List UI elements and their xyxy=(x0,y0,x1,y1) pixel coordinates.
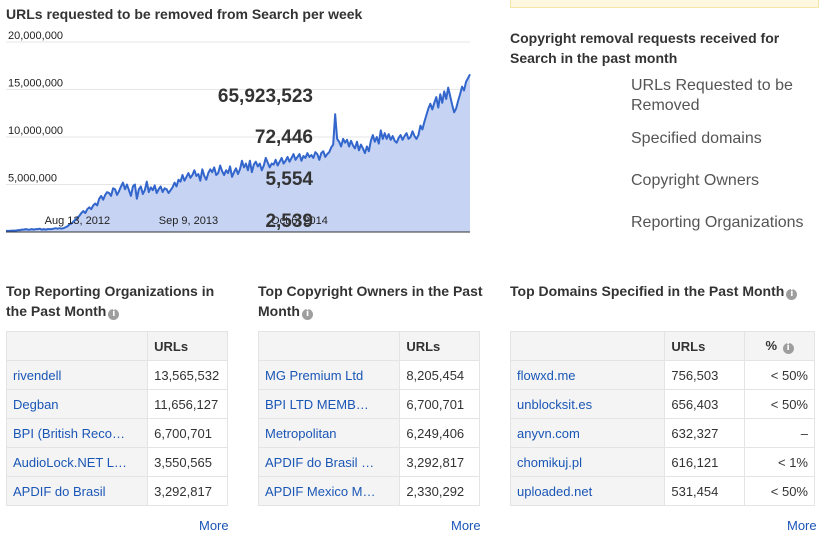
series-line xyxy=(6,73,471,232)
table-row: unblocksit.es 656,403 < 50% xyxy=(509,389,815,419)
owner-link[interactable]: APDIF Mexico M… xyxy=(257,476,401,506)
urls-value: 6,700,701 xyxy=(399,389,480,419)
chart-svg: 20,000,000 15,000,000 10,000,000 5,000,000 A… xyxy=(6,30,471,233)
chart-title: URLs requested to be removed from Search… xyxy=(6,6,363,22)
urls-value: 6,249,406 xyxy=(399,418,480,448)
pct-value: – xyxy=(744,418,815,448)
urls-column-header: URLs xyxy=(664,331,746,361)
panel-title-text: Top Reporting Organizations in the Past … xyxy=(6,283,215,319)
pct-value: < 1% xyxy=(744,447,815,477)
table-row: chomikuj.pl 616,121 < 1% xyxy=(509,447,815,477)
table-row: APDIF Mexico M… 2,330,292 xyxy=(257,476,480,506)
y-tick-label: 15,000,000 xyxy=(8,78,63,90)
name-column-header xyxy=(509,331,666,361)
urls-value: 3,292,817 xyxy=(399,447,480,477)
domains-title: Top Domains Specified in the Past Month i xyxy=(510,281,819,301)
reporting-orgs-more-link[interactable]: More xyxy=(199,518,229,533)
reporting-orgs-table: URLs rivendell 13,565,532 Degban 11,656,12… xyxy=(5,331,228,506)
x-tick-label: Aug 13, 2012 xyxy=(45,215,110,227)
summary-title: Copyright removal requests received for … xyxy=(510,30,780,66)
urls-value: 6,700,701 xyxy=(147,418,228,448)
panel-title-text: Top Copyright Owners in the Past Month xyxy=(258,283,483,319)
summary-value: 2,539 xyxy=(265,211,313,232)
y-tick-label: 10,000,000 xyxy=(8,125,63,137)
name-column-header xyxy=(257,331,401,361)
urls-column-header: URLs xyxy=(147,331,228,361)
org-link[interactable]: Degban xyxy=(5,389,149,419)
table-row: uploaded.net 531,454 < 50% xyxy=(509,476,815,506)
urls-value: 3,292,817 xyxy=(147,476,228,506)
urls-value: 2,330,292 xyxy=(399,476,480,506)
table-row: BPI (British Reco… 6,700,701 xyxy=(5,418,228,448)
x-tick-label: Sep 9, 2013 xyxy=(159,215,218,227)
table-row: BPI LTD MEMB… 6,700,701 xyxy=(257,389,480,419)
summary-label: Reporting Organizations xyxy=(631,214,804,231)
info-icon[interactable]: i xyxy=(786,289,798,300)
org-link[interactable]: rivendell xyxy=(5,360,149,390)
domain-link[interactable]: flowxd.me xyxy=(509,360,666,390)
urls-value: 11,656,127 xyxy=(147,389,228,419)
table-row: Metropolitan 6,249,406 xyxy=(257,418,480,448)
info-icon[interactable]: i xyxy=(782,343,794,354)
summary-value: 65,923,523 xyxy=(217,86,313,107)
table-row: MG Premium Ltd 8,205,454 xyxy=(257,360,480,390)
info-icon[interactable]: i xyxy=(108,309,120,320)
urls-value: 8,205,454 xyxy=(399,360,480,390)
summary-label: Specified domains xyxy=(631,130,762,147)
table-row: AudioLock.NET L… 3,550,565 xyxy=(5,447,228,477)
urls-value: 13,565,532 xyxy=(147,360,228,390)
y-tick-label: 20,000,000 xyxy=(8,30,63,42)
copyright-owners-table: URLs MG Premium Ltd 8,205,454 BPI LTD MEM… xyxy=(257,331,480,506)
urls-column-header: URLs xyxy=(399,331,480,361)
urls-value: 756,503 xyxy=(664,360,746,390)
urls-value: 632,327 xyxy=(664,418,746,448)
domains-table: URLs % i flowxd.me 756,503 < 50% unblocksi… xyxy=(509,331,815,506)
domain-link[interactable]: unblocksit.es xyxy=(509,389,666,419)
org-link[interactable]: BPI (British Reco… xyxy=(5,418,149,448)
copyright-owners-title: Top Copyright Owners in the Past Month i xyxy=(258,281,488,321)
copyright-owners-more-link[interactable]: More xyxy=(451,518,481,533)
pct-header-text: % xyxy=(765,338,778,353)
series-area xyxy=(6,74,470,232)
table-row: anyvn.com 632,327– xyxy=(509,418,815,448)
owner-link[interactable]: BPI LTD MEMB… xyxy=(257,389,401,419)
info-icon[interactable]: i xyxy=(301,309,313,320)
notice-bar xyxy=(510,0,819,8)
urls-per-week-chart: 20,000,000 15,000,000 10,000,000 5,000,000 A… xyxy=(0,30,474,238)
summary-label: URLs Requested to be Removed xyxy=(631,77,793,114)
domains-more-link[interactable]: More xyxy=(787,518,817,533)
urls-value: 656,403 xyxy=(664,389,746,419)
urls-value: 531,454 xyxy=(664,476,746,506)
owner-link[interactable]: APDIF do Brasil … xyxy=(257,447,401,477)
table-row: APDIF do Brasil 3,292,817 xyxy=(5,476,228,506)
table-row: flowxd.me 756,503 < 50% xyxy=(509,360,815,390)
summary-value: 5,554 xyxy=(265,169,313,190)
summary-value: 72,446 xyxy=(254,127,313,148)
panel-title-text: Top Domains Specified in the Past Month xyxy=(510,283,785,299)
org-link[interactable]: AudioLock.NET L… xyxy=(5,447,149,477)
owner-link[interactable]: MG Premium Ltd xyxy=(257,360,401,390)
urls-value: 3,550,565 xyxy=(147,447,228,477)
y-tick-label: 5,000,000 xyxy=(8,173,57,185)
domain-link[interactable]: chomikuj.pl xyxy=(509,447,666,477)
urls-value: 616,121 xyxy=(664,447,746,477)
domain-link[interactable]: uploaded.net xyxy=(509,476,666,506)
table-header-row: URLs xyxy=(257,331,480,361)
pct-value: < 50% xyxy=(744,389,815,419)
x-tick-label: Oct 6, 2014 xyxy=(271,215,328,227)
name-column-header xyxy=(5,331,149,361)
table-row: Degban 11,656,127 xyxy=(5,389,228,419)
owner-link[interactable]: Metropolitan xyxy=(257,418,401,448)
pct-value: < 50% xyxy=(744,360,815,390)
reporting-orgs-title: Top Reporting Organizations in the Past … xyxy=(6,281,236,321)
table-row: rivendell 13,565,532 xyxy=(5,360,228,390)
pct-column-header: % i xyxy=(744,331,815,361)
org-link[interactable]: APDIF do Brasil xyxy=(5,476,149,506)
summary-label: Copyright Owners xyxy=(631,172,760,189)
table-header-row: URLs xyxy=(5,331,228,361)
table-row: APDIF do Brasil … 3,292,817 xyxy=(257,447,480,477)
table-header-row: URLs % i xyxy=(509,331,815,361)
domain-link[interactable]: anyvn.com xyxy=(509,418,666,448)
pct-value: < 50% xyxy=(744,476,815,506)
